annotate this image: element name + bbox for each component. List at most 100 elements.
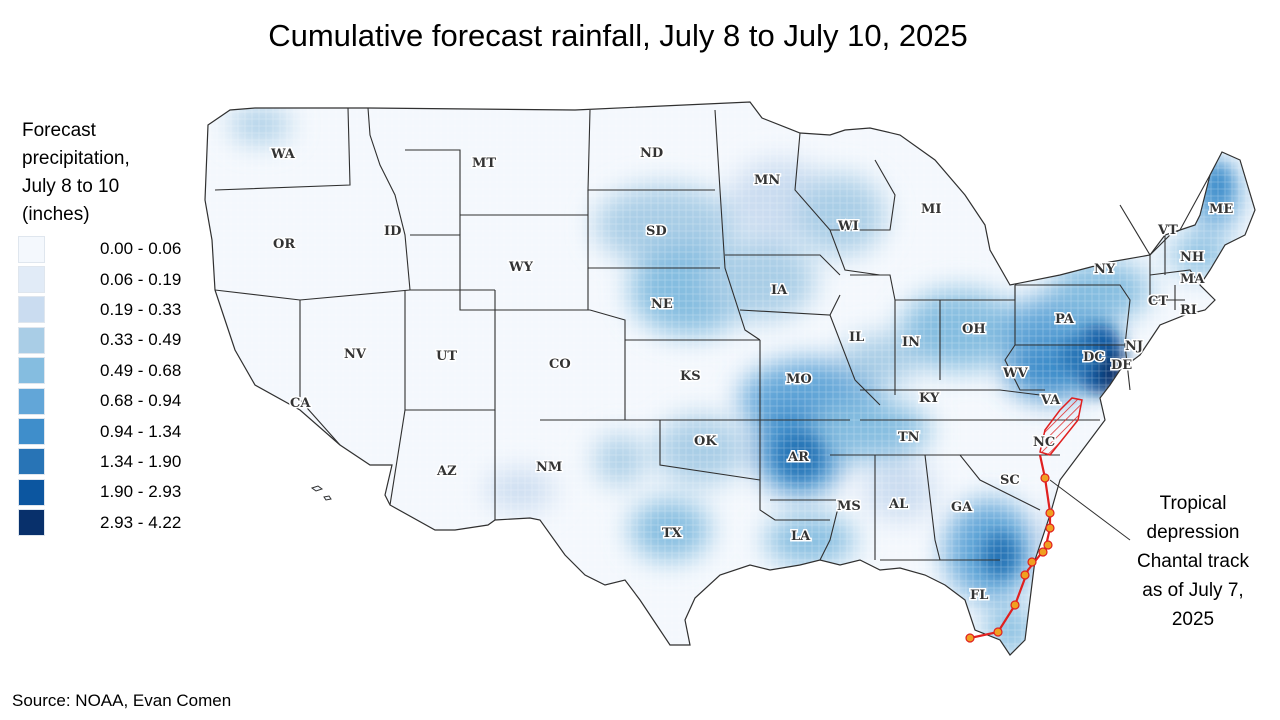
annotation-line: Tropical	[1159, 493, 1227, 514]
track-point	[993, 627, 1003, 637]
state-border	[214, 107, 351, 191]
state-border	[759, 340, 830, 521]
state-label-pa: PA	[1055, 312, 1075, 327]
legend-label: 0.94 - 1.34	[100, 421, 182, 441]
track-point	[1010, 600, 1020, 610]
state-border	[404, 290, 496, 411]
track-point	[1043, 540, 1053, 550]
state-label-sd: SD	[646, 224, 667, 239]
track-point	[1045, 523, 1055, 533]
annotation-line: as of July 7,	[1142, 580, 1244, 601]
state-border	[367, 107, 411, 291]
legend-item: 0.94 - 1.34	[18, 416, 218, 446]
state-border	[1149, 269, 1201, 286]
state-label-vt: VT	[1157, 223, 1178, 238]
state-label-az: AZ	[436, 464, 457, 479]
legend-swatch	[18, 387, 45, 415]
track-point	[1020, 570, 1030, 580]
legend-item: 0.33 - 0.49	[18, 325, 218, 355]
state-border	[770, 499, 841, 561]
forecast-cone	[1039, 397, 1083, 456]
state-label-or: OR	[273, 237, 295, 252]
legend: 0.00 - 0.06 0.06 - 0.19 0.19 - 0.33 0.33…	[18, 234, 218, 538]
state-label-ny: NY	[1094, 262, 1116, 277]
legend-swatch	[18, 509, 45, 537]
state-label-nv: NV	[344, 347, 367, 362]
annotation-line: Chantal track	[1137, 551, 1249, 572]
legend-label: 0.49 - 0.68	[100, 360, 182, 380]
legend-label: 0.19 - 0.33	[100, 299, 182, 319]
state-labels: WA OR CA ID NV MT WY UT AZ CO NM ND SD N…	[269, 145, 1235, 605]
state-label-dc: DC	[1083, 350, 1105, 365]
state-label-nd: ND	[640, 146, 663, 161]
annotation-line: 2025	[1171, 609, 1215, 630]
state-label-in: IN	[902, 335, 920, 350]
legend-item: 0.00 - 0.06	[18, 234, 218, 264]
state-border	[725, 254, 841, 276]
legend-item: 0.06 - 0.19	[18, 264, 218, 294]
state-label-ct: CT	[1148, 294, 1168, 309]
legend-label: 0.68 - 0.94	[100, 391, 182, 411]
state-label-fl: FL	[970, 588, 988, 603]
state-label-mi: MI	[921, 202, 941, 217]
legend-swatch	[18, 448, 45, 476]
state-label-wi: WI	[837, 219, 859, 234]
state-label-nc: NC	[1033, 435, 1055, 450]
state-label-de: DE	[1111, 358, 1132, 373]
state-label-ar: AR	[787, 450, 809, 465]
state-border	[1004, 285, 1045, 391]
state-label-wy: WY	[508, 260, 534, 275]
state-border	[214, 289, 495, 301]
state-label-ok: OK	[694, 434, 717, 449]
state-label-wa: WA	[270, 147, 296, 162]
annotation-line: depression	[1146, 522, 1240, 543]
precipitation-field	[205, 102, 1255, 655]
legend-swatch	[18, 418, 45, 446]
legend-title: Forecast precipitation, July 8 to 10 (in…	[22, 117, 222, 229]
state-border	[299, 300, 341, 446]
state-label-ma: MA	[1180, 272, 1205, 287]
state-label-mo: MO	[786, 372, 812, 387]
legend-item: 0.49 - 0.68	[18, 356, 218, 386]
state-border	[860, 389, 1041, 396]
state-label-va: VA	[1040, 393, 1061, 408]
state-border	[540, 419, 761, 481]
track-point	[1027, 557, 1037, 567]
storm-track	[965, 397, 1131, 643]
state-label-nh: NH	[1180, 250, 1204, 265]
state-label-nm: NM	[536, 460, 562, 475]
legend-swatch	[18, 357, 45, 385]
legend-title-line: precipitation,	[22, 148, 130, 169]
state-label-ri: RI	[1180, 303, 1197, 318]
state-label-ky: KY	[919, 391, 940, 406]
state-label-ut: UT	[436, 349, 457, 364]
state-label-al: AL	[888, 497, 908, 512]
state-label-ca: CA	[290, 396, 311, 411]
legend-item: 2.93 - 4.22	[18, 508, 218, 538]
state-label-ga: GA	[951, 500, 973, 515]
legend-swatch	[18, 326, 45, 354]
state-border	[1124, 344, 1131, 391]
state-border	[405, 149, 461, 235]
legend-label: 2.93 - 4.22	[100, 512, 182, 532]
state-label-tn: TN	[898, 430, 920, 445]
state-label-ne: NE	[651, 297, 673, 312]
state-border	[850, 274, 896, 395]
track-point	[1038, 547, 1048, 557]
state-label-oh: OH	[962, 322, 986, 337]
state-label-id: ID	[384, 224, 401, 239]
state-label-il: IL	[849, 330, 864, 345]
state-label-mt: MT	[472, 156, 496, 171]
legend-swatch	[18, 296, 45, 324]
channel-islands	[310, 485, 332, 501]
legend-title-line: July 8 to 10	[22, 176, 120, 197]
legend-label: 1.90 - 2.93	[100, 482, 182, 502]
state-label-sc: SC	[1000, 473, 1020, 488]
state-border	[589, 309, 626, 420]
legend-item: 1.90 - 2.93	[18, 477, 218, 507]
track-point	[1045, 508, 1055, 518]
state-border	[1015, 284, 1131, 346]
legend-label: 0.00 - 0.06	[100, 239, 182, 259]
legend-title-line: (inches)	[22, 204, 90, 225]
track-point	[965, 633, 975, 643]
